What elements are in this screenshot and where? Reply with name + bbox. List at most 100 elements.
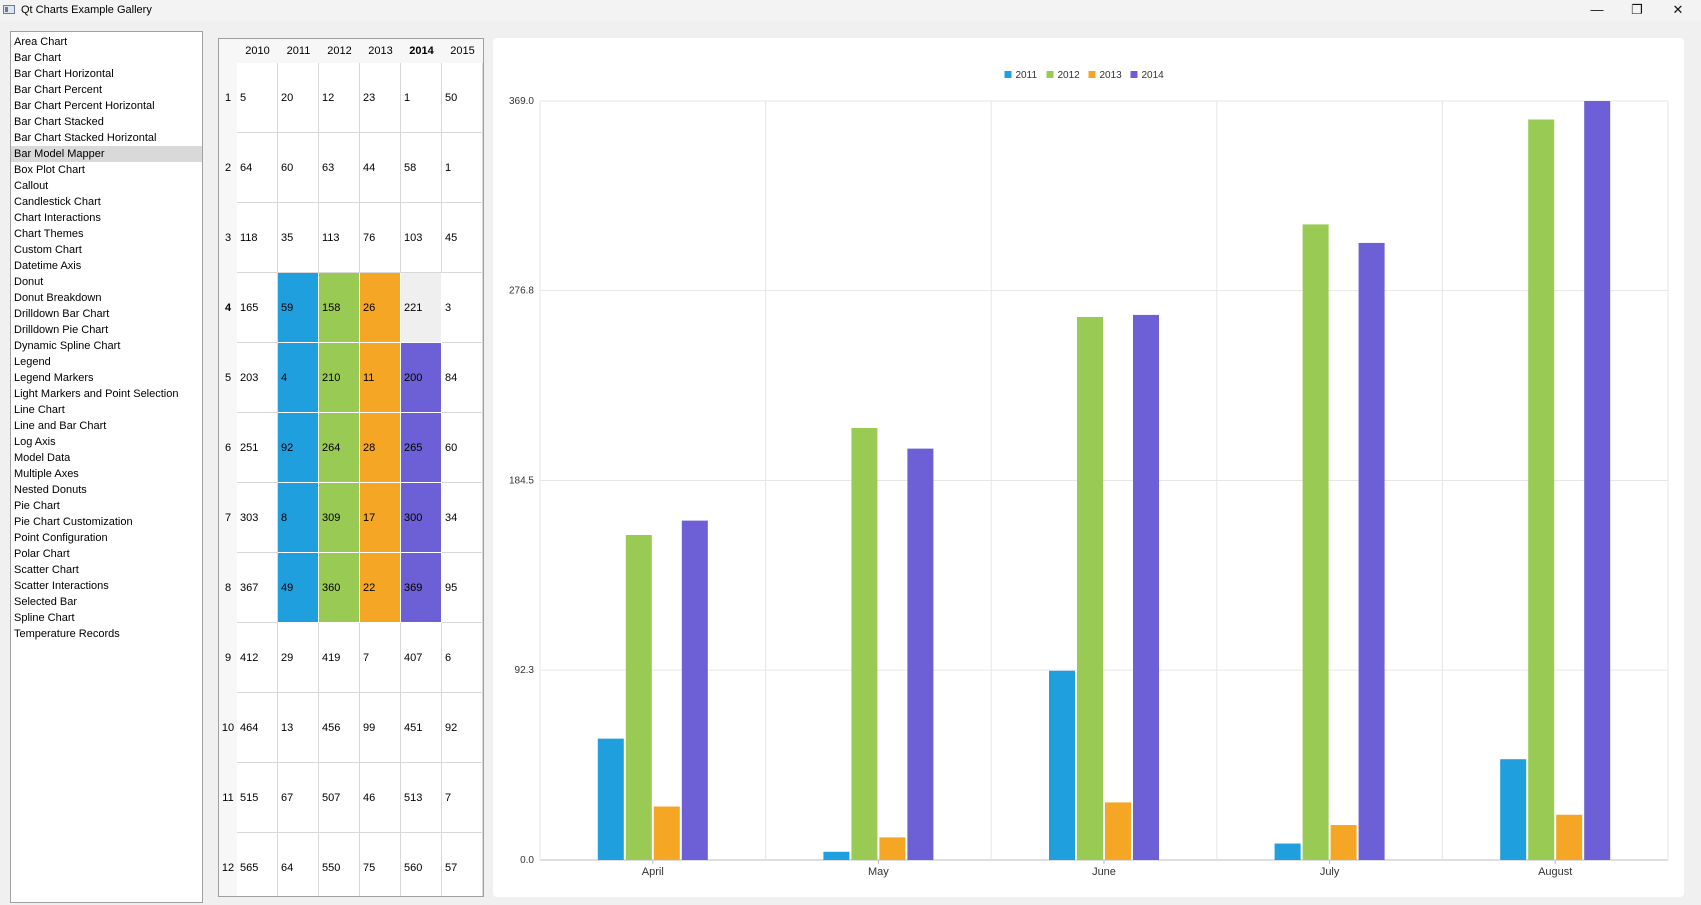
table-cell[interactable]: 4 <box>278 343 319 413</box>
table-cell[interactable]: 7 <box>360 623 401 693</box>
table-cell[interactable]: 513 <box>401 763 442 833</box>
row-header[interactable]: 7 <box>219 483 237 553</box>
table-cell[interactable]: 29 <box>278 623 319 693</box>
table-cell[interactable]: 412 <box>237 623 278 693</box>
row-header[interactable]: 1 <box>219 63 237 133</box>
table-cell[interactable]: 28 <box>360 413 401 483</box>
column-header-2012[interactable]: 2012 <box>327 45 352 57</box>
example-item-scatter-chart[interactable]: Scatter Chart <box>14 564 79 576</box>
example-item-donut[interactable]: Donut <box>14 276 44 288</box>
table-cell[interactable]: 23 <box>360 63 401 133</box>
column-header-2011[interactable]: 2011 <box>286 45 311 57</box>
example-item-area-chart[interactable]: Area Chart <box>14 36 68 48</box>
table-cell[interactable]: 456 <box>319 693 360 763</box>
table-cell[interactable]: 369 <box>401 553 442 623</box>
table-cell[interactable]: 45 <box>442 203 483 273</box>
close-button[interactable]: ✕ <box>1672 2 1684 17</box>
table-cell[interactable]: 11 <box>360 343 401 413</box>
example-item-model-data[interactable]: Model Data <box>14 452 71 464</box>
example-item-candlestick-chart[interactable]: Candlestick Chart <box>14 196 101 208</box>
example-item-spline-chart[interactable]: Spline Chart <box>14 612 75 624</box>
table-cell[interactable]: 265 <box>401 413 442 483</box>
example-item-point-configuration[interactable]: Point Configuration <box>14 532 108 544</box>
example-item-drilldown-pie-chart[interactable]: Drilldown Pie Chart <box>14 324 109 336</box>
table-cell[interactable]: 99 <box>360 693 401 763</box>
table-cell[interactable]: 507 <box>319 763 360 833</box>
table-cell[interactable]: 84 <box>442 343 483 413</box>
maximize-button[interactable]: ❐ <box>1631 2 1643 17</box>
example-item-temperature-records[interactable]: Temperature Records <box>14 628 120 640</box>
table-cell[interactable]: 367 <box>237 553 278 623</box>
table-cell[interactable]: 20 <box>278 63 319 133</box>
table-cell[interactable]: 419 <box>319 623 360 693</box>
column-header-2014[interactable]: 2014 <box>409 45 434 57</box>
table-cell[interactable]: 92 <box>278 413 319 483</box>
example-item-legend-markers[interactable]: Legend Markers <box>14 372 94 384</box>
data-table[interactable]: 2010 2011 2012 2013 2014 2015 1 5 20 12 23 1 50 2 64 6… <box>218 38 484 897</box>
example-item-multiple-axes[interactable]: Multiple Axes <box>14 468 79 480</box>
row-header[interactable]: 3 <box>219 203 237 273</box>
example-item-donut-breakdown[interactable]: Donut Breakdown <box>14 292 102 304</box>
table-cell[interactable]: 63 <box>319 133 360 203</box>
table-cell[interactable]: 560 <box>401 833 442 896</box>
table-cell[interactable]: 64 <box>278 833 319 896</box>
table-cell[interactable]: 17 <box>360 483 401 553</box>
table-cell[interactable]: 6 <box>442 623 483 693</box>
table-cell[interactable]: 451 <box>401 693 442 763</box>
example-item-light-markers-and-point-selection[interactable]: Light Markers and Point Selection <box>14 388 179 400</box>
table-cell[interactable]: 67 <box>278 763 319 833</box>
table-cell[interactable]: 565 <box>237 833 278 896</box>
row-header[interactable]: 9 <box>219 623 237 693</box>
example-item-bar-chart[interactable]: Bar Chart <box>14 52 62 64</box>
example-item-dynamic-spline-chart[interactable]: Dynamic Spline Chart <box>14 340 121 352</box>
table-cell[interactable]: 1 <box>442 133 483 203</box>
table-cell[interactable]: 1 <box>401 63 442 133</box>
column-header-2013[interactable]: 2013 <box>368 45 393 57</box>
example-item-pie-chart[interactable]: Pie Chart <box>14 500 60 512</box>
table-cell[interactable]: 76 <box>360 203 401 273</box>
table-cell[interactable]: 26 <box>360 273 401 343</box>
table-cell[interactable]: 22 <box>360 553 401 623</box>
table-cell[interactable]: 5 <box>237 63 278 133</box>
example-item-chart-themes[interactable]: Chart Themes <box>14 228 84 240</box>
table-cell[interactable]: 95 <box>442 553 483 623</box>
row-header[interactable]: 8 <box>219 553 237 623</box>
table-cell[interactable]: 46 <box>360 763 401 833</box>
example-item-datetime-axis[interactable]: Datetime Axis <box>14 260 82 272</box>
table-cell[interactable]: 57 <box>442 833 483 896</box>
table-cell[interactable]: 203 <box>237 343 278 413</box>
row-header[interactable]: 12 <box>219 833 237 896</box>
table-cell[interactable]: 464 <box>237 693 278 763</box>
table-cell[interactable]: 50 <box>442 63 483 133</box>
column-header-2010[interactable]: 2010 <box>245 45 270 57</box>
table-cell[interactable]: 12 <box>319 63 360 133</box>
table-cell[interactable]: 92 <box>442 693 483 763</box>
column-header-2015[interactable]: 2015 <box>450 45 475 57</box>
table-cell[interactable]: 64 <box>237 133 278 203</box>
table-cell[interactable]: 407 <box>401 623 442 693</box>
table-cell[interactable]: 118 <box>237 203 278 273</box>
table-cell[interactable]: 113 <box>319 203 360 273</box>
table-cell[interactable]: 60 <box>278 133 319 203</box>
row-header[interactable]: 6 <box>219 413 237 483</box>
table-cell[interactable]: 60 <box>442 413 483 483</box>
example-item-box-plot-chart[interactable]: Box Plot Chart <box>14 164 85 176</box>
row-header[interactable]: 4 <box>219 273 237 343</box>
example-item-bar-chart-stacked[interactable]: Bar Chart Stacked <box>14 116 104 128</box>
table-cell[interactable]: 264 <box>319 413 360 483</box>
table-cell[interactable]: 221 <box>401 273 442 343</box>
example-list[interactable]: Area Chart Bar Chart Bar Chart Horizontal B… <box>10 31 203 903</box>
table-cell[interactable]: 103 <box>401 203 442 273</box>
example-item-bar-chart-stacked-horizontal[interactable]: Bar Chart Stacked Horizontal <box>14 132 157 144</box>
minimize-button[interactable]: — <box>1590 2 1604 17</box>
example-item-bar-chart-horizontal[interactable]: Bar Chart Horizontal <box>14 68 114 80</box>
table-cell[interactable]: 75 <box>360 833 401 896</box>
table-cell[interactable]: 251 <box>237 413 278 483</box>
table-cell[interactable]: 550 <box>319 833 360 896</box>
row-header[interactable]: 2 <box>219 133 237 203</box>
table-cell[interactable]: 515 <box>237 763 278 833</box>
table-cell[interactable]: 360 <box>319 553 360 623</box>
example-item-drilldown-bar-chart[interactable]: Drilldown Bar Chart <box>14 308 110 320</box>
example-item-polar-chart[interactable]: Polar Chart <box>14 548 70 560</box>
table-cell[interactable]: 200 <box>401 343 442 413</box>
